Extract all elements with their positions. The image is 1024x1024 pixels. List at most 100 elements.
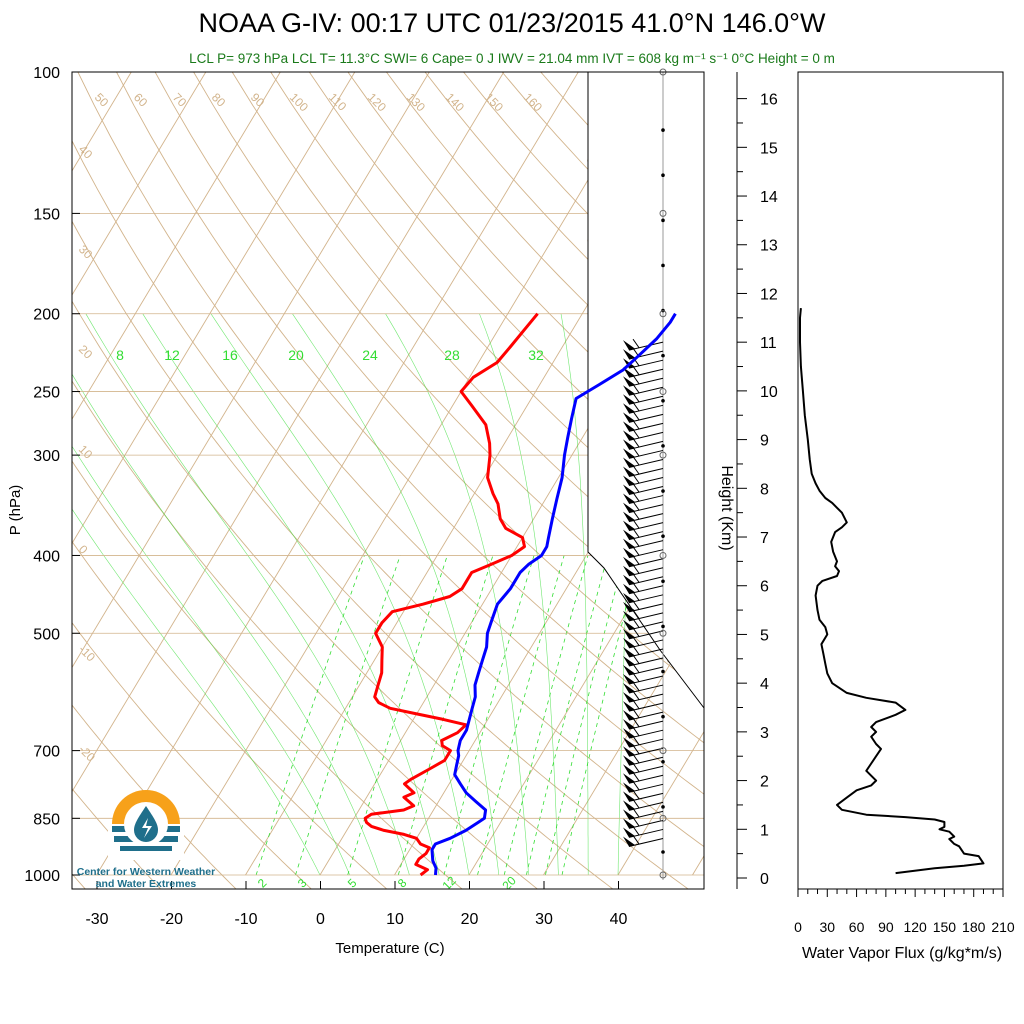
- wind-barb: [623, 636, 664, 649]
- wind-barb-flag: [623, 376, 635, 387]
- barb-height-dot: [661, 218, 665, 223]
- wind-barb-staff: [628, 368, 664, 378]
- height-tick-label: 4: [760, 676, 769, 693]
- wind-barb-feather: [632, 546, 640, 556]
- mixing-ratio-label: 20: [499, 873, 519, 893]
- wind-barb-feather: [632, 744, 640, 755]
- wind-barb: [623, 555, 664, 568]
- wind-barb-flag: [623, 764, 635, 775]
- wind-barb: [623, 465, 664, 477]
- isotherm-line: [72, 72, 281, 421]
- wind-barb-flag: [623, 403, 635, 414]
- wind-barb-staff: [628, 558, 664, 568]
- wind-barb: [623, 681, 664, 694]
- wind-barb: [623, 663, 664, 676]
- wind-barb-staff: [628, 783, 664, 793]
- wind-barb-flag: [623, 511, 635, 522]
- dry-adiabat-label: 130: [404, 90, 428, 114]
- moist-adiabat-line: [72, 508, 321, 876]
- wind-barb-staff: [628, 413, 664, 423]
- wind-barb-feather: [632, 690, 640, 700]
- dry-adiabat-line: [72, 704, 237, 889]
- wind-barb-feather: [632, 438, 640, 448]
- wind-barb-flag: [623, 728, 635, 739]
- wind-barb-feather: [632, 591, 640, 601]
- x-tick-label: -10: [234, 911, 257, 928]
- wind-barb-staff: [628, 648, 664, 658]
- wind-barb-feather: [632, 483, 640, 493]
- wind-barb: [623, 411, 664, 423]
- barb-height-dot: [661, 399, 665, 403]
- wind-barb-flag: [623, 493, 635, 504]
- wind-barb-staff: [628, 594, 664, 604]
- y-tick-label: 700: [33, 744, 60, 761]
- logo-caption: Center for Western Weather and Water Ext…: [68, 866, 224, 890]
- wind-barb-staff: [628, 386, 664, 396]
- mixing-ratio-label: 32: [528, 347, 544, 363]
- barb-height-dot: [661, 353, 665, 358]
- wind-barb: [623, 762, 664, 775]
- flux-axis-label: Water Vapor Flux (g/kg*m/s): [802, 945, 1002, 962]
- wind-barb-feather: [632, 654, 640, 664]
- wind-barb-flag: [623, 610, 635, 621]
- wind-barb-flag: [623, 502, 635, 513]
- wind-barb: [623, 808, 664, 820]
- flux-tick-label: 0: [794, 919, 802, 935]
- wind-barb: [623, 537, 664, 550]
- wind-barb-feather: [632, 501, 640, 511]
- wind-barb-feather: [632, 365, 640, 376]
- wind-barb-staff: [628, 819, 664, 829]
- dry-adiabat-label: 100: [287, 90, 311, 114]
- wind-barb-flag: [623, 349, 635, 360]
- dry-adiabat-label: 80: [209, 90, 229, 110]
- wind-barb-feather: [632, 645, 640, 655]
- wind-barb-staff: [628, 810, 664, 820]
- wind-barb-flag: [623, 394, 635, 405]
- wind-barb-flag: [623, 430, 635, 441]
- barb-height-dot: [661, 173, 665, 177]
- wind-barb: [623, 826, 664, 838]
- wind-barb-flag: [623, 628, 635, 639]
- dry-adiabat-label: 70: [170, 90, 190, 110]
- temperature-line: [363, 312, 539, 877]
- wind-barb-feather: [632, 772, 640, 782]
- wind-barb-staff: [628, 458, 664, 468]
- wind-barb: [623, 456, 664, 468]
- dry-adiabat-line: [72, 621, 312, 889]
- wind-barb-staff: [628, 729, 664, 739]
- barb-height-dot: [661, 669, 665, 674]
- wind-barb-staff: [628, 395, 664, 405]
- height-tick-label: 8: [760, 481, 769, 498]
- barb-height-dot: [661, 579, 665, 584]
- isotherm-line: [72, 72, 505, 793]
- wind-barb-flag: [623, 367, 635, 378]
- wind-barb-staff: [628, 341, 664, 351]
- wind-barb-flag: [623, 809, 635, 820]
- wind-barb-feather: [632, 762, 640, 773]
- wind-barb: [623, 618, 664, 631]
- logo-caption-line2: and Water Extremes: [95, 878, 197, 890]
- height-tick-label: 5: [760, 627, 769, 644]
- wind-barb-staff: [628, 612, 664, 622]
- wind-barb-feather: [632, 663, 640, 673]
- x-axis-label: Temperature (C): [335, 940, 444, 957]
- wind-barb-staff: [628, 792, 664, 802]
- wind-barb-flag: [623, 529, 635, 540]
- wind-barbs: [587, 68, 705, 880]
- dewpoint-line: [430, 312, 677, 876]
- wind-barb: [623, 645, 664, 658]
- flux-tick-label: 90: [878, 919, 894, 935]
- wind-barb-flag: [623, 592, 635, 603]
- logo-caption-line1: Center for Western Weather: [76, 866, 216, 878]
- wind-barb-staff: [628, 630, 664, 640]
- flux-tick-label: 210: [991, 919, 1015, 935]
- mixing-ratio-label: 3: [295, 876, 310, 891]
- wind-barb: [623, 420, 664, 432]
- y-tick-label: 500: [33, 626, 60, 643]
- skewt-background: 50 60 70 80 90 100 110 120 130 140 150 160403020100…: [72, 72, 704, 893]
- wind-barb-staff: [628, 440, 664, 450]
- wind-barb-flag: [623, 547, 635, 558]
- wind-barb-feather: [632, 564, 640, 574]
- wind-barb: [623, 627, 664, 640]
